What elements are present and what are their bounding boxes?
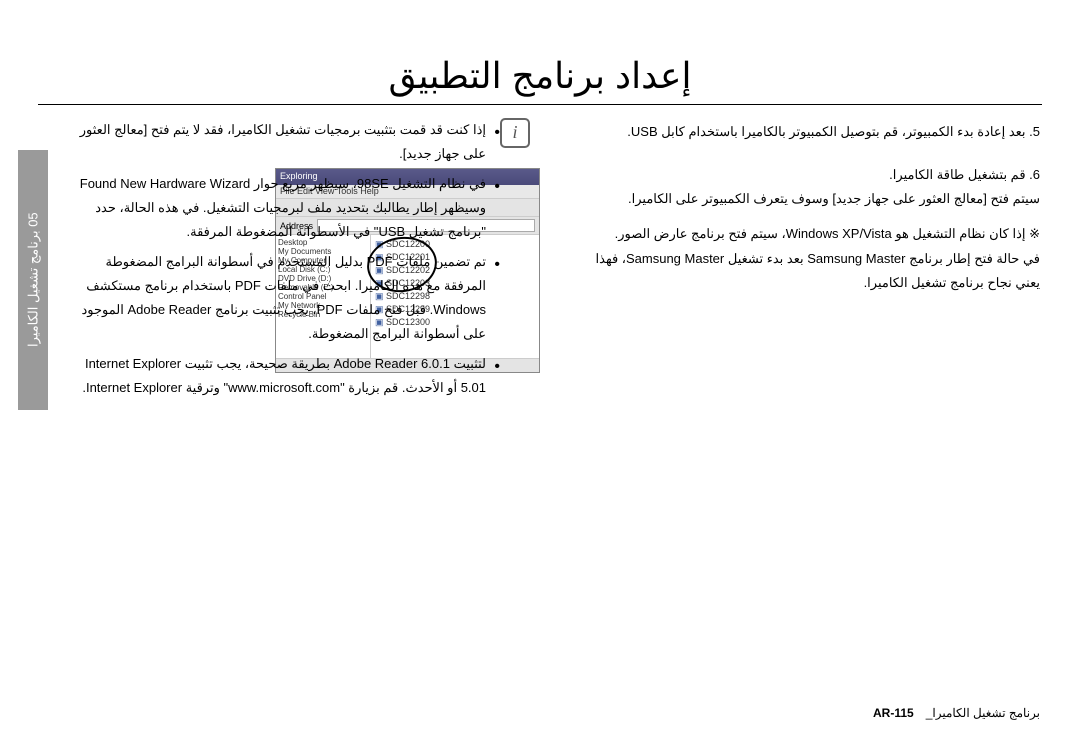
step-6: 6. قم بتشغيل طاقة الكاميرا. سيتم فتح [مع… <box>570 163 1040 212</box>
note-line-1: ※ إذا كان نظام التشغيل هو Windows XP/Vis… <box>570 222 1040 247</box>
info-bullet-2: في نظام التشغيل 98SE، سيظهر مربع حوار Fo… <box>68 172 486 244</box>
step-6-line-1: 6. قم بتشغيل طاقة الكاميرا. <box>570 163 1040 188</box>
title-rule <box>38 104 1042 105</box>
info-bullet-3: تم تضمين ملفات PDF بدليل المستخدم في أسط… <box>68 250 486 346</box>
step-6-line-2: سيتم فتح [معالج العثور على جهاز جديد] وس… <box>570 187 1040 212</box>
page-title: إعداد برنامج التطبيق <box>0 55 1080 97</box>
page-number: AR-115 <box>873 706 914 720</box>
info-icon: i <box>500 118 530 148</box>
info-bullet-4: لتثبيت Adobe Reader 6.0.1 بطريقة صحيحة، … <box>68 352 486 400</box>
page-footer: برنامج تشغيل الكاميرا_ AR-115 <box>873 706 1040 720</box>
step-5: 5. بعد إعادة بدء الكمبيوتر، قم بتوصيل ال… <box>570 120 1040 145</box>
note-line-2: في حالة فتح إطار برنامج Samsung Master ب… <box>570 247 1040 296</box>
info-list: إذا كنت قد قمت بتثبيت برمجيات تشغيل الكا… <box>68 118 528 401</box>
footer-label: برنامج تشغيل الكاميرا_ <box>926 706 1040 720</box>
right-column: 5. بعد إعادة بدء الكمبيوتر، قم بتوصيل ال… <box>570 120 1040 296</box>
section-tab: 05 برنامج تشغيل الكاميرا <box>18 150 48 410</box>
note-block: ※ إذا كان نظام التشغيل هو Windows XP/Vis… <box>570 222 1040 296</box>
left-column: i إذا كنت قد قمت بتثبيت برمجيات تشغيل ال… <box>68 118 528 407</box>
info-bullet-1: إذا كنت قد قمت بتثبيت برمجيات تشغيل الكا… <box>68 118 486 166</box>
